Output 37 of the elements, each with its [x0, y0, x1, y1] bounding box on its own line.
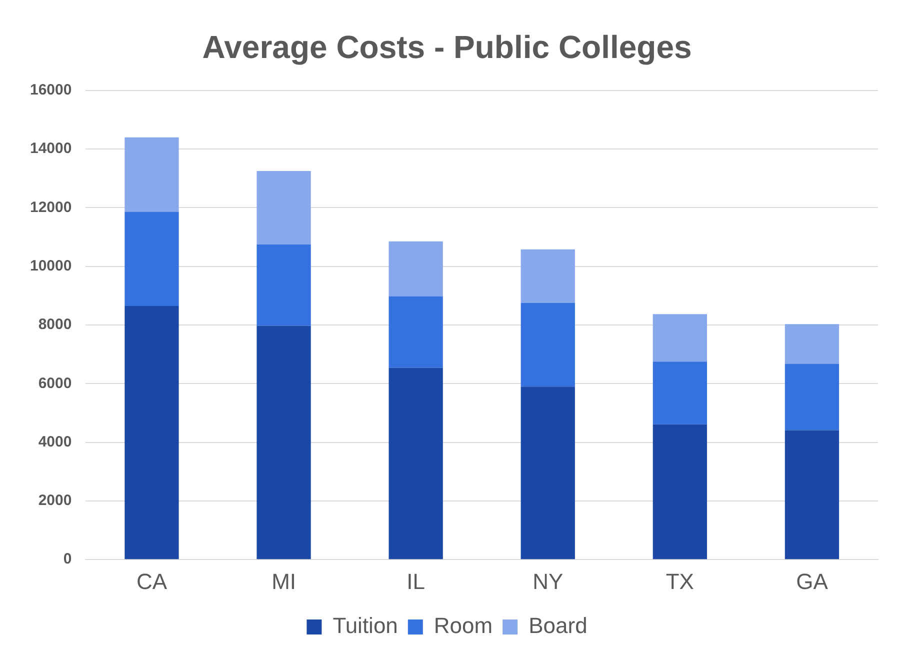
bar: [388, 241, 443, 296]
bar: [784, 324, 840, 364]
y-tick-label: 12000: [30, 198, 72, 216]
bar: [520, 386, 575, 560]
y-tick-label: 0: [63, 550, 72, 568]
y-tick-label: 14000: [30, 140, 72, 158]
x-tick-label: NY: [532, 568, 564, 594]
bar: [520, 303, 575, 387]
bar: [124, 306, 179, 560]
x-tick-label: CA: [136, 568, 168, 594]
bar: [520, 249, 575, 304]
bar: [652, 424, 707, 560]
y-tick-label: 10000: [30, 257, 72, 274]
bar: [784, 364, 840, 430]
bar: [256, 244, 311, 326]
bar: [124, 212, 179, 306]
y-tick-label: 6000: [38, 374, 72, 392]
y-tick-label: 4000: [38, 433, 72, 450]
x-tick-label: TX: [666, 568, 694, 594]
legend-label: Room: [434, 613, 493, 638]
bar: [652, 314, 707, 362]
x-tick-label: GA: [796, 568, 828, 594]
bar: [388, 296, 443, 368]
bar: [388, 368, 443, 560]
bar: [256, 171, 311, 244]
legend-label: Board: [528, 613, 588, 638]
bar: [652, 362, 707, 424]
x-tick-label: MI: [272, 568, 296, 594]
y-tick-label: 16000: [30, 82, 72, 99]
y-tick-label: 2000: [38, 492, 72, 510]
bar: [784, 430, 840, 560]
x-tick-label: IL: [406, 568, 426, 594]
y-tick-label: 8000: [38, 316, 72, 334]
legend-label: Tuition: [332, 613, 398, 638]
chart-title: Average Costs - Public Colleges: [202, 29, 692, 66]
bar: [256, 326, 311, 560]
bar: [124, 137, 179, 212]
